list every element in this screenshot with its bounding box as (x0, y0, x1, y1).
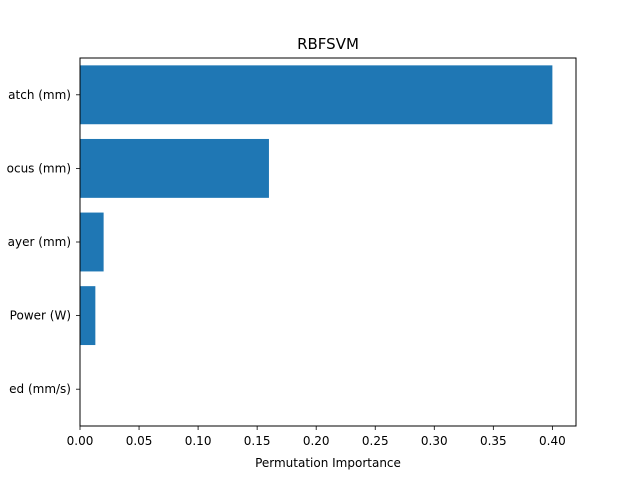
y-tick-label-2: ayer (mm) (8, 235, 71, 249)
x-tick-label-3: 0.15 (244, 434, 271, 448)
chart-title: RBFSVM (297, 35, 359, 53)
x-tick-label-2: 0.10 (185, 434, 212, 448)
x-tick-label-1: 0.05 (126, 434, 153, 448)
bar-3 (80, 286, 96, 346)
y-tick-label-3: Power (W) (10, 309, 71, 323)
x-tick-label-8: 0.40 (539, 434, 566, 448)
bar-0 (80, 65, 553, 125)
bars-layer (80, 65, 553, 346)
y-tick-label-1: ocus (mm) (7, 161, 71, 175)
x-tick-label-7: 0.35 (480, 434, 507, 448)
bar-1 (80, 138, 269, 198)
y-tick-label-4: ed (mm/s) (9, 382, 71, 396)
x-axis-title: Permutation Importance (255, 456, 401, 470)
y-axis: atch (mm) ocus (mm) ayer (mm) Power (W) ed (… (7, 88, 80, 396)
x-tick-label-6: 0.30 (421, 434, 448, 448)
x-tick-label-5: 0.25 (362, 434, 389, 448)
bar-2 (80, 212, 104, 272)
x-axis: 0.00 0.05 0.10 0.15 0.20 0.25 0.30 0.35 0.40 (67, 426, 566, 448)
x-tick-label-4: 0.20 (303, 434, 330, 448)
x-tick-label-0: 0.00 (67, 434, 94, 448)
y-tick-label-0: atch (mm) (8, 88, 71, 102)
